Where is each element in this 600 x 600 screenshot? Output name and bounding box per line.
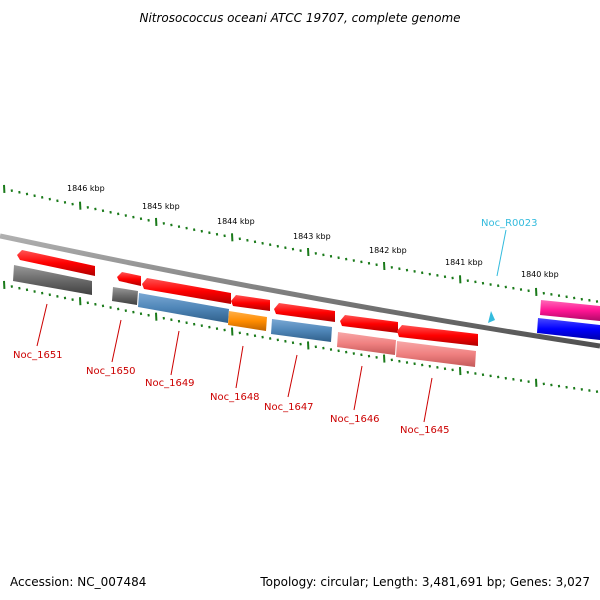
cds-noc-1647[interactable] xyxy=(274,303,335,322)
outer-tick-row xyxy=(3,184,599,303)
cds-noc-1649[interactable] xyxy=(142,278,231,304)
cds-noc-1650[interactable] xyxy=(117,272,141,286)
gene-label-noc-1650: Noc_1650 xyxy=(86,366,136,377)
map-title: Nitrosococcus oceani ATCC 19707, complet… xyxy=(139,11,460,25)
cog-features xyxy=(13,265,476,367)
gene-label-noc-1645: Noc_1645 xyxy=(400,425,450,436)
kbp-label-1846: 1846 kbp xyxy=(67,184,105,193)
cds-noc-1651[interactable] xyxy=(17,250,95,276)
gene-leader-lines xyxy=(36,303,433,423)
kbp-label-1843: 1843 kbp xyxy=(293,232,331,241)
cog-noc-1645[interactable] xyxy=(396,341,476,367)
cog-noc-1651[interactable] xyxy=(13,265,92,295)
kbp-label-1841: 1841 kbp xyxy=(445,258,483,267)
inner-tick-row xyxy=(3,280,599,393)
rna-leader-line xyxy=(496,229,507,277)
cog-noc-1647[interactable] xyxy=(271,319,332,342)
cds-noc-1648[interactable] xyxy=(231,295,270,311)
cds-noc-1646[interactable] xyxy=(340,315,398,333)
kbp-label-1842: 1842 kbp xyxy=(369,246,407,255)
gene-label-noc-1649: Noc_1649 xyxy=(145,378,195,389)
cog-noc-1648[interactable] xyxy=(228,311,267,331)
kbp-label-1840: 1840 kbp xyxy=(521,270,559,279)
rna-label-noc-r0023: Noc_R0023 xyxy=(481,218,538,229)
cog-noc-1646[interactable] xyxy=(337,332,396,355)
cds-features xyxy=(17,250,478,346)
gene-label-noc-1648: Noc_1648 xyxy=(210,392,260,403)
cog-right-magenta[interactable] xyxy=(540,300,600,321)
kbp-label-1845: 1845 kbp xyxy=(142,202,180,211)
kbp-label-1844: 1844 kbp xyxy=(217,217,255,226)
accession-text: Accession: NC_007484 xyxy=(10,575,146,589)
trna-noc-r0023[interactable] xyxy=(488,311,495,323)
cog-right-blue[interactable] xyxy=(537,318,600,340)
gene-label-noc-1646: Noc_1646 xyxy=(330,414,380,425)
genome-backbone xyxy=(0,233,600,349)
cog-noc-1649[interactable] xyxy=(138,293,229,323)
gene-label-noc-1647: Noc_1647 xyxy=(264,402,314,413)
gene-label-noc-1651: Noc_1651 xyxy=(13,350,63,361)
genome-summary-text: Topology: circular; Length: 3,481,691 bp… xyxy=(259,575,590,589)
cds-noc-1645[interactable] xyxy=(397,325,478,346)
cog-noc-1650[interactable] xyxy=(112,287,138,305)
